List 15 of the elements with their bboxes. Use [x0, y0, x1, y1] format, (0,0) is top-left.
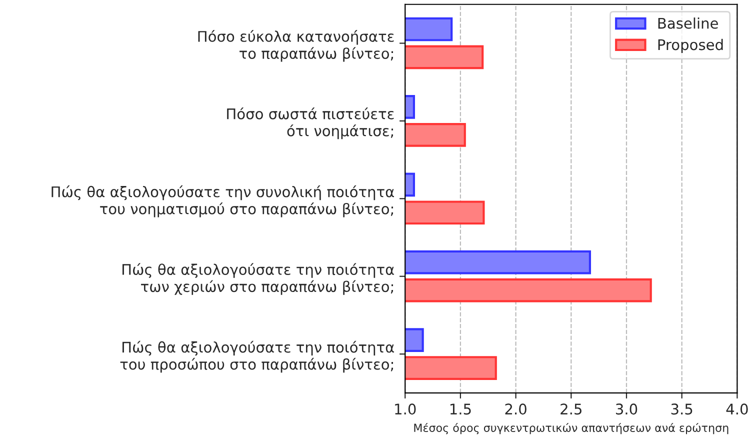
x-tick-label: 3.5 [671, 404, 692, 415]
x-axis-title: Μέσος όρος συγκεντρωτικών απαντήσεων ανά ερώτηση [414, 422, 728, 434]
legend-label: Proposed [658, 38, 723, 54]
x-tick-label: 3.0 [616, 404, 638, 415]
x-tick-label: 2.0 [505, 404, 526, 415]
x-tick-label: 4.0 [726, 404, 748, 415]
y-tick-label: Πώς θα αξιολογούσατε την ποιότητα του προσώπου στο παραπάνω βίντεο; [120, 340, 394, 373]
x-tick-label: 1.5 [450, 404, 471, 415]
x-tick-label: 2.5 [560, 404, 582, 415]
y-tick-label: Πόσο εύκολα κατανοήσατε το παραπάνω βίντεο; [198, 30, 394, 62]
y-tick-label: Πόσο σωστά πιστεύετε ότι νοημάτισε; [227, 107, 394, 140]
y-tick-label: Πώς θα αξιολογούσατε την συνολική ποιότητα του νοηματισμού στο παραπάνω βίντεο; [52, 185, 394, 218]
legend-label: Baseline [658, 18, 718, 29]
y-tick-label: Πώς θα αξιολογούσατε την ποιότητα των χεριών στο παραπάνω βίντεο; [122, 263, 394, 295]
x-tick-label: 1.0 [395, 404, 416, 415]
